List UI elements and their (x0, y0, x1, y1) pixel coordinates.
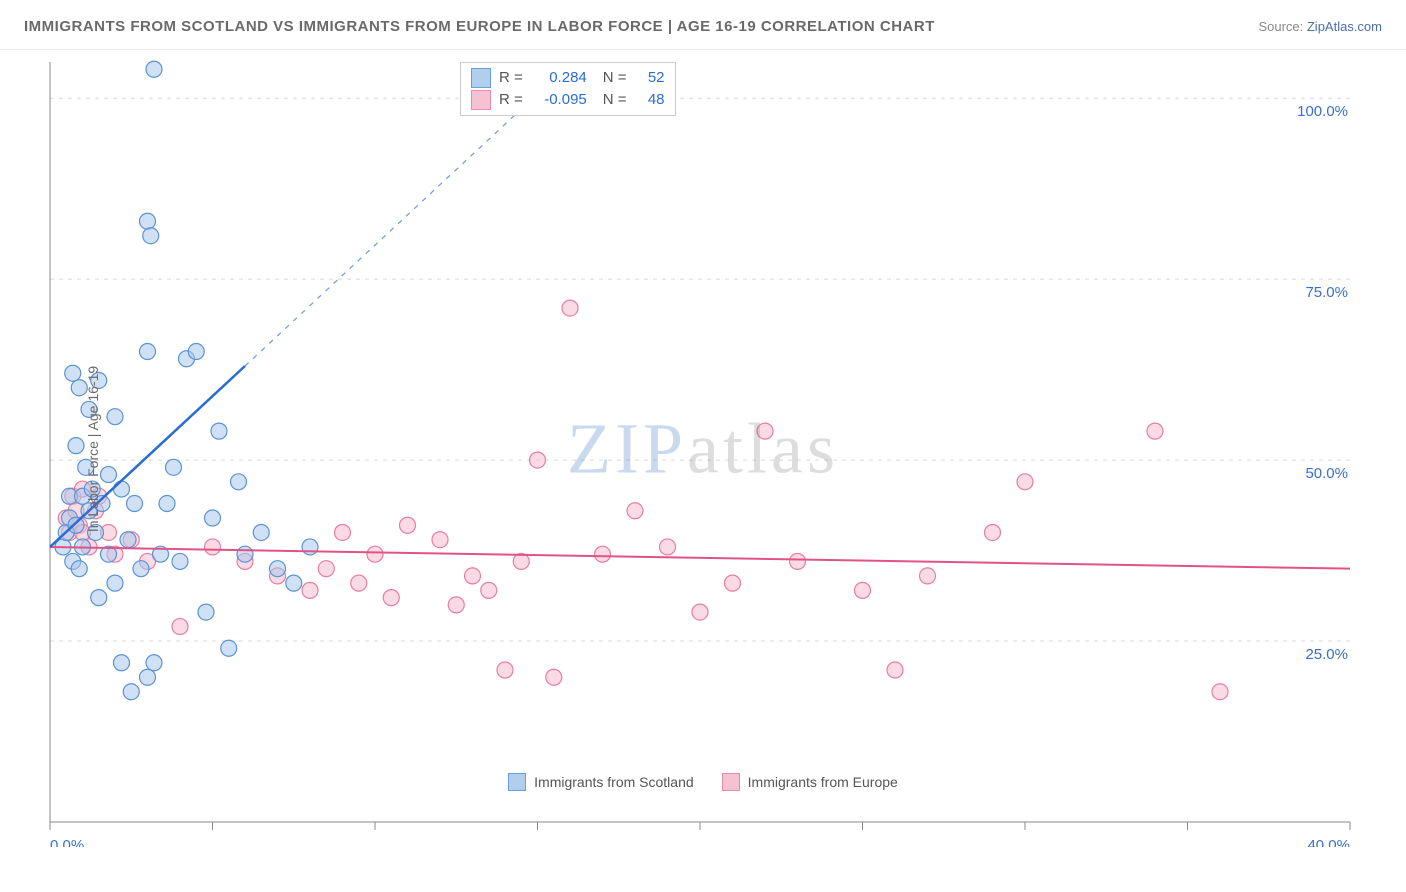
source-prefix: Source: (1258, 19, 1306, 34)
swatch-scotland (471, 68, 491, 88)
n-value-scotland: 52 (635, 67, 665, 89)
svg-text:75.0%: 75.0% (1305, 284, 1348, 301)
svg-text:100.0%: 100.0% (1297, 103, 1348, 120)
svg-text:25.0%: 25.0% (1305, 646, 1348, 663)
r-value-scotland: 0.284 (531, 67, 587, 89)
r-label: R = (499, 67, 523, 89)
svg-text:50.0%: 50.0% (1305, 465, 1348, 482)
swatch-europe (471, 90, 491, 110)
chart-title: IMMIGRANTS FROM SCOTLAND VS IMMIGRANTS F… (24, 18, 935, 35)
r-label: R = (499, 89, 523, 111)
chart-header: IMMIGRANTS FROM SCOTLAND VS IMMIGRANTS F… (0, 0, 1406, 50)
scatter-chart: 25.0% 50.0% 75.0% 100.0% 0.0% 40.0% (0, 50, 1406, 847)
n-label: N = (603, 89, 627, 111)
chart-area: In Labor Force | Age 16-19 25.0% 50.0% 75.… (0, 50, 1406, 847)
svg-text:40.0%: 40.0% (1307, 837, 1350, 847)
svg-text:0.0%: 0.0% (50, 837, 84, 847)
n-value-europe: 48 (635, 89, 665, 111)
source-link[interactable]: ZipAtlas.com (1307, 19, 1382, 34)
source-attribution: Source: ZipAtlas.com (1258, 19, 1382, 34)
stats-legend: R = 0.284 N = 52 R = -0.095 N = 48 (460, 62, 676, 116)
stats-row-europe: R = -0.095 N = 48 (471, 89, 665, 111)
y-axis-label: In Labor Force | Age 16-19 (85, 365, 101, 531)
r-value-europe: -0.095 (531, 89, 587, 111)
n-label: N = (603, 67, 627, 89)
stats-row-scotland: R = 0.284 N = 52 (471, 67, 665, 89)
